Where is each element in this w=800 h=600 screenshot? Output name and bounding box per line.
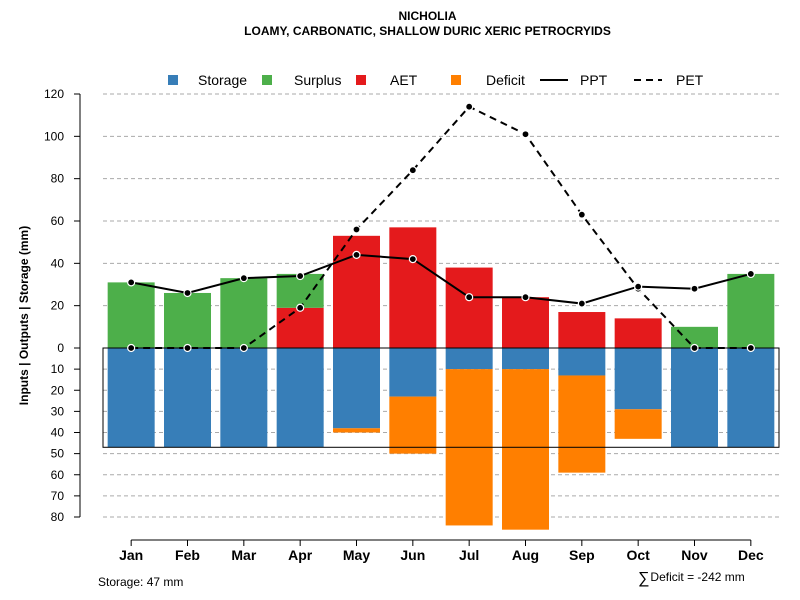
- storage-bar: [333, 348, 380, 429]
- ppt-point: [521, 293, 530, 302]
- deficit-bar: [502, 369, 549, 530]
- legend-swatch: [356, 75, 366, 85]
- surplus-bar: [671, 326, 718, 348]
- y-tick-label: 70: [51, 489, 65, 503]
- x-tick-label: Jan: [119, 547, 143, 563]
- surplus-bar: [220, 278, 268, 348]
- x-tick-label: Jul: [459, 547, 479, 563]
- storage-note: Storage: 47 mm: [98, 575, 184, 589]
- legend-label: PET: [676, 72, 704, 88]
- y-tick-label: 60: [51, 468, 65, 482]
- pet-point: [521, 130, 530, 139]
- surplus-bar: [727, 273, 775, 348]
- y-tick-label: 80: [51, 510, 65, 524]
- pet-point: [239, 343, 248, 353]
- aet-bar: [276, 307, 324, 348]
- y-tick-label: 30: [51, 404, 65, 418]
- pet-line: [131, 105, 751, 349]
- ppt-point: [408, 255, 417, 264]
- aet-bar: [389, 227, 437, 348]
- y-tick-label: 60: [51, 214, 65, 228]
- y-tick-label: 10: [51, 362, 65, 376]
- ppt-point: [690, 284, 699, 293]
- x-tick-label: Nov: [681, 547, 708, 563]
- x-tick-label: Mar: [231, 547, 256, 563]
- storage-bar: [164, 348, 211, 448]
- y-tick-label: 80: [51, 172, 65, 186]
- legend-label: Surplus: [294, 72, 341, 88]
- x-tick-label: Aug: [512, 547, 539, 563]
- y-tick-label: 40: [51, 256, 65, 270]
- x-tick-label: Apr: [288, 547, 313, 563]
- ppt-point: [746, 269, 755, 279]
- legend-label: Deficit: [486, 72, 525, 88]
- ppt-point: [634, 282, 643, 291]
- pet-point: [183, 343, 192, 353]
- legend-label: AET: [390, 72, 418, 88]
- ppt-point: [239, 274, 248, 283]
- legend-label: Storage: [198, 72, 247, 88]
- y-tick-label: 120: [44, 87, 64, 101]
- legend-label: PPT: [580, 72, 608, 88]
- y-tick-label: 0: [57, 341, 64, 355]
- ppt-point: [127, 278, 136, 287]
- ppt-point: [183, 288, 192, 298]
- storage-bar: [445, 348, 493, 370]
- x-tick-label: Dec: [738, 547, 764, 563]
- deficit-bar: [333, 428, 380, 433]
- x-tick-label: Feb: [175, 547, 200, 563]
- sigma-icon: ∑: [638, 570, 650, 587]
- x-tick-label: Oct: [626, 547, 650, 563]
- deficit-note: ∑Deficit = -242 mm: [638, 570, 745, 588]
- surplus-bar: [107, 282, 155, 348]
- pet-point: [465, 102, 474, 111]
- storage-bar: [502, 348, 549, 370]
- y-tick-label: 20: [51, 299, 65, 313]
- storage-bar: [220, 348, 268, 448]
- x-tick-label: Jun: [400, 547, 425, 563]
- ppt-point: [352, 250, 361, 259]
- aet-bar: [445, 267, 493, 348]
- storage-bar: [107, 348, 155, 448]
- ppt-line: [130, 253, 752, 305]
- pet-point: [127, 343, 136, 353]
- ppt-point: [465, 293, 474, 302]
- x-tick-label: May: [343, 547, 370, 563]
- storage-bar: [276, 348, 324, 448]
- y-tick-label: 20: [51, 383, 65, 397]
- pet-point: [577, 210, 586, 219]
- deficit-note-text: Deficit = -242 mm: [650, 570, 745, 584]
- surplus-bar: [164, 292, 211, 348]
- aet-bar: [558, 312, 606, 348]
- y-tick-label: 40: [51, 426, 65, 440]
- storage-bar: [558, 348, 606, 376]
- deficit-bar: [614, 409, 662, 439]
- chart-subtitle: LOAMY, CARBONATIC, SHALLOW DURIC XERIC P…: [244, 24, 611, 38]
- y-tick-label: 100: [44, 129, 64, 143]
- y-tick-label: 50: [51, 447, 65, 461]
- legend-swatch: [168, 75, 178, 85]
- aet-bar: [502, 297, 549, 348]
- pet-point: [296, 303, 305, 312]
- ppt-point: [296, 271, 305, 281]
- pet-point: [690, 343, 699, 353]
- storage-capacity-box: [102, 347, 780, 448]
- chart-title: NICHOLIA: [398, 9, 457, 23]
- storage-bar: [614, 348, 662, 410]
- pet-point: [352, 225, 361, 234]
- deficit-bar: [389, 396, 437, 454]
- pet-point: [746, 343, 755, 353]
- pet-point: [408, 166, 417, 175]
- legend-swatch: [262, 75, 272, 85]
- legend-swatch: [451, 75, 461, 85]
- storage-bar: [389, 348, 437, 397]
- storage-bar: [671, 348, 718, 448]
- x-tick-label: Sep: [569, 547, 595, 563]
- ppt-point: [577, 299, 586, 308]
- aet-bar: [614, 318, 662, 348]
- y-axis-label: Inputs | Outputs | Storage (mm): [17, 226, 31, 405]
- storage-bar: [727, 348, 775, 448]
- deficit-bar: [558, 375, 606, 473]
